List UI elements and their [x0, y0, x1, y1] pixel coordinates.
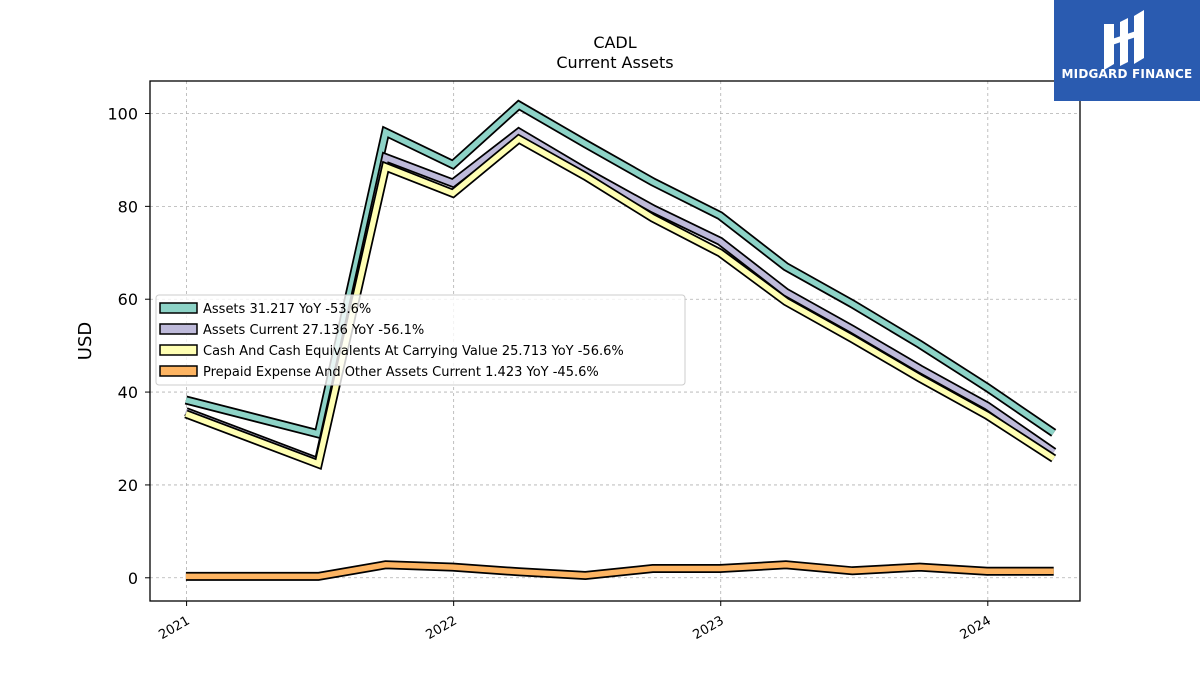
y-tick-label: 20	[118, 476, 138, 495]
legend-swatch	[159, 365, 198, 377]
legend-label: Cash And Cash Equivalents At Carrying Va…	[203, 344, 624, 359]
brand-logo: MIDGARD FINANCE	[1054, 0, 1200, 101]
series-line	[185, 101, 1056, 438]
plot-frame	[149, 80, 1081, 602]
y-axis-label: USD	[75, 322, 96, 360]
x-tick-label: 2022	[423, 613, 459, 643]
legend-box	[155, 294, 686, 386]
series-layer	[184, 99, 1057, 581]
y-tick-label: 60	[118, 290, 138, 309]
chart-subtitle: Current Assets	[556, 53, 673, 72]
legend-label: Assets Current 27.136 YoY -56.1%	[203, 323, 424, 338]
y-tick-label: 80	[118, 197, 138, 216]
series-line	[184, 135, 1056, 468]
brand-name: MIDGARD FINANCE	[1061, 67, 1193, 81]
x-tick-label: 2024	[958, 613, 994, 643]
chart-title: CADL	[593, 33, 636, 52]
series-line	[185, 562, 1054, 580]
y-tick-label: 40	[118, 383, 138, 402]
legend-swatch	[159, 344, 198, 356]
legend: Assets 31.217 YoY -53.6% Assets Current 2…	[155, 294, 686, 386]
legend-label: Assets 31.217 YoY -53.6%	[203, 302, 371, 317]
brand-mark-icon	[1104, 10, 1144, 70]
legend-swatch	[159, 323, 198, 335]
x-tick-label: 2023	[691, 613, 727, 643]
y-tick-label: 100	[107, 105, 138, 124]
y-tick-label: 0	[128, 569, 138, 588]
x-tick-label: 2021	[156, 613, 192, 643]
legend-label: Prepaid Expense And Other Assets Current…	[203, 365, 599, 380]
legend-swatch	[159, 302, 198, 314]
series-line	[184, 128, 1056, 466]
